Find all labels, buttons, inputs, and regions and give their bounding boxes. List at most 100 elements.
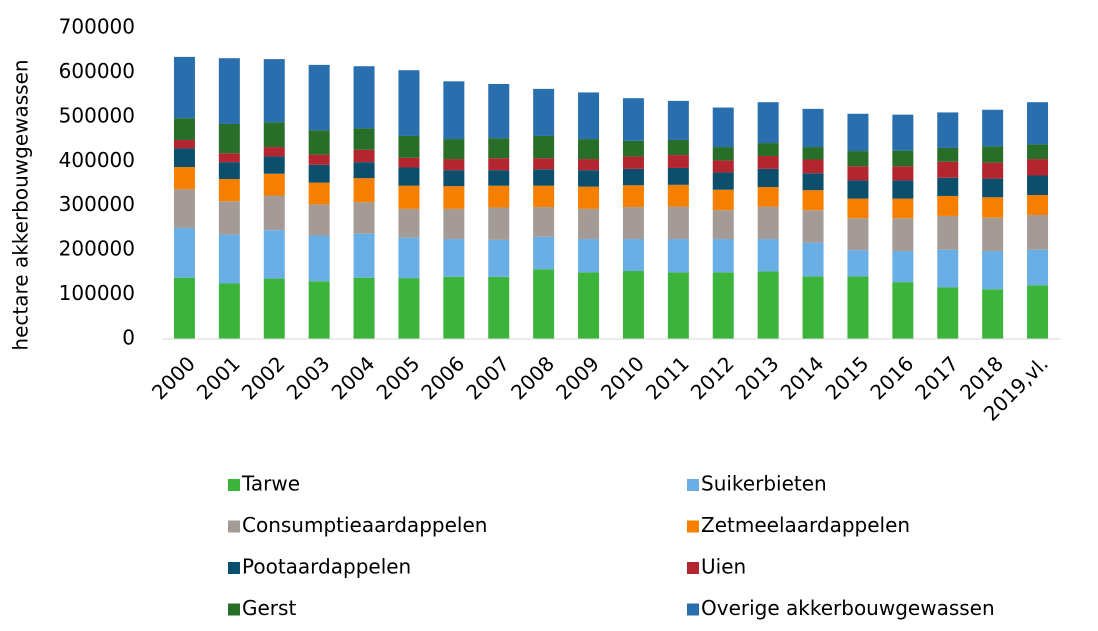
bar-segment <box>443 139 465 160</box>
bar-segment <box>667 100 689 140</box>
bar-segment <box>1027 102 1049 145</box>
bar-segment <box>263 195 285 231</box>
bar-segment <box>308 64 330 131</box>
bar-segment <box>1027 249 1049 286</box>
bar-segment <box>533 269 555 339</box>
y-tick-label: 300000 <box>59 192 135 216</box>
legend-label: Gerst <box>242 596 296 620</box>
bar-segment <box>982 109 1004 147</box>
bar-segment <box>892 218 914 252</box>
bar-segment <box>982 162 1004 179</box>
bar-segment <box>218 234 240 284</box>
bar-segment <box>847 250 869 277</box>
bar-segment <box>622 185 644 208</box>
legend-label: Overige akkerbouwgewassen <box>701 596 995 620</box>
bar-segment <box>667 206 689 240</box>
bar-segment <box>353 178 375 203</box>
x-tick-label: 2013 <box>731 351 784 404</box>
x-tick-label: 2015 <box>820 351 873 404</box>
bar-segment <box>533 88 555 136</box>
bar-segment <box>757 102 779 144</box>
x-tick-label: 2017 <box>910 351 963 404</box>
bar-segment <box>218 123 240 154</box>
bar-segment <box>802 159 824 174</box>
bar-segment <box>398 70 420 136</box>
bar-segment <box>353 162 375 179</box>
legend-swatch <box>687 479 699 491</box>
legend-label: Uien <box>701 555 746 579</box>
legend-swatch <box>228 520 240 533</box>
bar-segment <box>218 162 240 180</box>
bar-segment <box>353 202 375 234</box>
legend-swatch <box>228 562 240 574</box>
bar-segment <box>622 239 644 272</box>
bar-segment <box>937 177 959 196</box>
bar-segment <box>757 187 779 207</box>
x-tick-label: 2009 <box>551 351 604 404</box>
legend-label: Suikerbieten <box>701 472 827 496</box>
bar-segment <box>443 208 465 240</box>
bar-segment <box>353 233 375 278</box>
bar-segment <box>847 151 869 167</box>
bar-segment <box>308 154 330 165</box>
bar-segment <box>847 113 869 152</box>
bar-segment <box>533 207 555 237</box>
bar-segment <box>218 153 240 163</box>
bar-segment <box>712 107 734 148</box>
bar-segment <box>398 278 420 339</box>
y-tick-label: 700000 <box>59 15 135 39</box>
bar-segment <box>263 122 285 148</box>
bar-segment <box>443 186 465 209</box>
bar-segment <box>982 197 1004 218</box>
legend-swatch <box>228 603 240 616</box>
bar-segment <box>488 276 510 339</box>
legend-swatch <box>687 603 699 616</box>
bar-segment <box>308 182 330 205</box>
bar-segment <box>982 146 1004 163</box>
x-tick-label: 2007 <box>461 351 514 404</box>
legend-label: Consumptieaardappelen <box>242 513 487 537</box>
bar-segment <box>488 158 510 171</box>
bar-segment <box>308 130 330 155</box>
bar-segment <box>218 179 240 202</box>
bar-segment <box>802 108 824 148</box>
legend-swatch <box>228 479 240 491</box>
bar-segment <box>488 239 510 277</box>
bar-segment <box>578 272 600 339</box>
bar-segment <box>667 184 689 207</box>
x-tick-label: 2012 <box>686 351 739 404</box>
bar-segment <box>712 172 734 190</box>
bar-segment <box>173 277 195 339</box>
bar-segment <box>937 249 959 288</box>
bar-segment <box>263 230 285 279</box>
bar-segment <box>398 135 420 158</box>
bar-segment <box>578 92 600 140</box>
y-tick-label: 400000 <box>59 148 135 172</box>
y-axis-title: hectare akkerbouwgewassen <box>9 59 33 350</box>
bar-segment <box>937 112 959 148</box>
bar-segment <box>667 239 689 273</box>
bar-segment <box>757 168 779 188</box>
x-tick-label: 2008 <box>506 351 559 404</box>
bar-segment <box>533 135 555 159</box>
bar-segment <box>308 204 330 236</box>
bar-segment <box>802 190 824 211</box>
bar-segment <box>667 155 689 168</box>
bar-segment <box>802 147 824 160</box>
bar-segment <box>757 155 779 169</box>
bar-segment <box>308 281 330 339</box>
bar-segment <box>1027 144 1049 160</box>
bar-segment <box>353 128 375 150</box>
x-tick-label: 2005 <box>371 351 424 404</box>
bar-segment <box>173 167 195 190</box>
bar-segment <box>892 251 914 283</box>
bar-segment <box>308 164 330 183</box>
bar-segment <box>443 159 465 171</box>
bar-segment <box>892 114 914 151</box>
bar-segment <box>398 167 420 186</box>
x-tick-label: 2004 <box>327 351 380 404</box>
bar-segment <box>1027 159 1049 176</box>
bar-segment <box>443 239 465 277</box>
bar-segment <box>847 198 869 219</box>
